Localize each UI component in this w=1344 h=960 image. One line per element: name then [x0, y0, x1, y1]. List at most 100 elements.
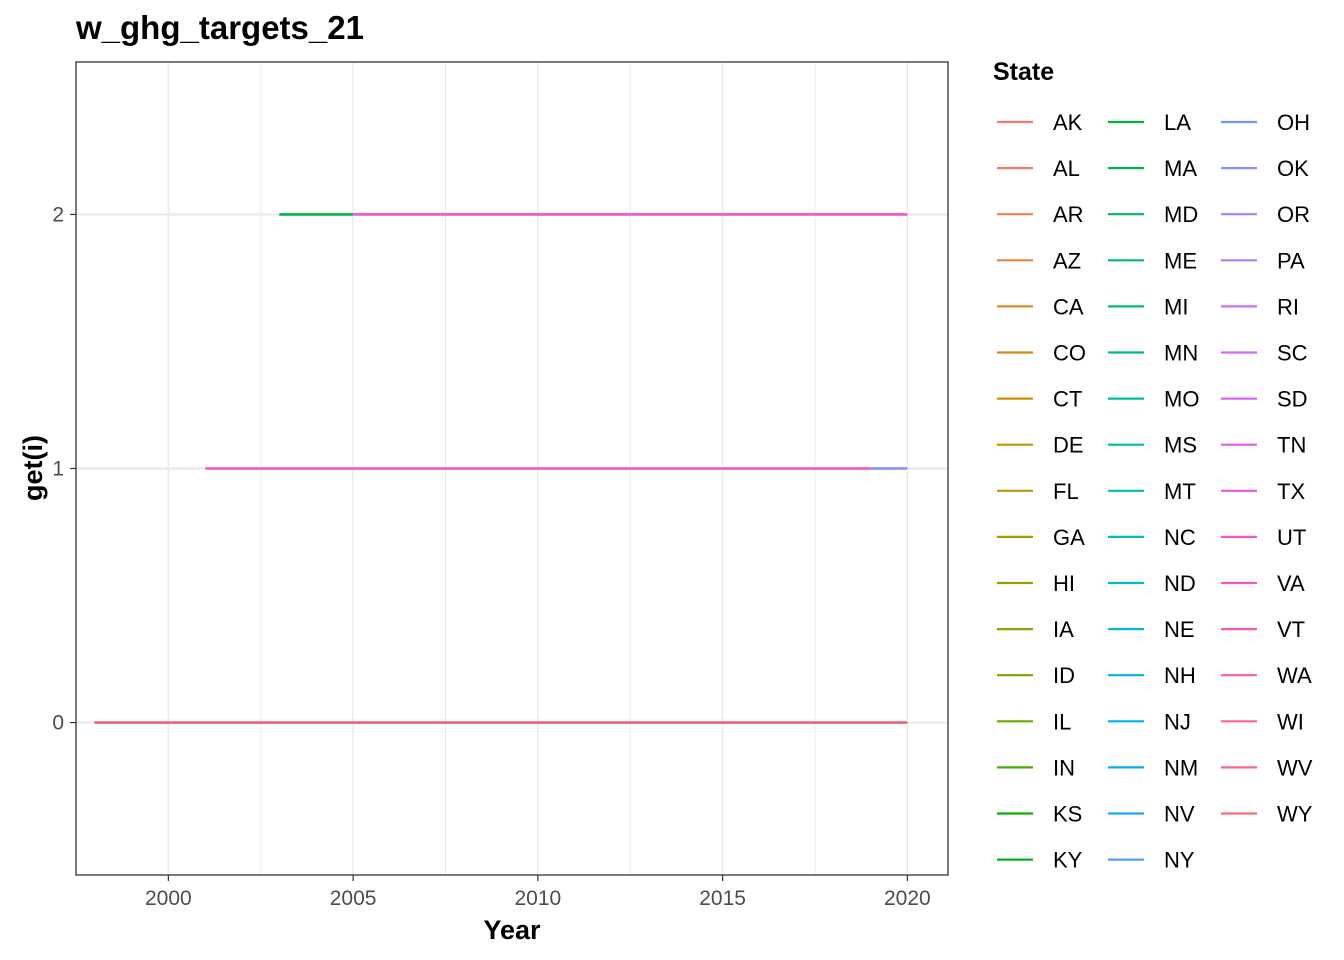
legend-item-nh: NH [1108, 663, 1196, 688]
legend-label: CA [1053, 294, 1084, 319]
legend-item-in: IN [997, 755, 1075, 780]
legend-label: CT [1053, 387, 1082, 412]
legend: State AK AL AR AZ CA CO CT DE FL GA HI IA ID IL IN KS KY… [993, 58, 1313, 873]
legend-label: ID [1053, 663, 1075, 688]
legend-item-nm: NM [1108, 755, 1198, 780]
legend-item-tx: TX [1221, 479, 1305, 504]
legend-item-pa: PA [1221, 248, 1305, 273]
x-tick-label: 2020 [884, 887, 931, 910]
legend-label: WV [1277, 755, 1313, 780]
legend-label: KS [1053, 802, 1082, 827]
legend-label: NY [1164, 848, 1195, 873]
y-tick-label: 0 [52, 712, 64, 735]
legend-label: PA [1277, 248, 1305, 273]
legend-item-ak: AK [997, 110, 1083, 135]
legend-item-or: OR [1221, 202, 1310, 227]
legend-label: KY [1053, 848, 1083, 873]
legend-item-sc: SC [1221, 341, 1308, 366]
legend-label: OR [1277, 202, 1310, 227]
legend-item-ne: NE [1108, 617, 1195, 642]
legend-label: WA [1277, 663, 1312, 688]
legend-label: GA [1053, 525, 1085, 550]
legend-item-ny: NY [1108, 848, 1195, 873]
legend-item-ks: KS [997, 802, 1082, 827]
legend-item-co: CO [997, 341, 1086, 366]
plot-panel [75, 61, 949, 876]
legend-label: TN [1277, 433, 1306, 458]
legend-item-id: ID [997, 663, 1075, 688]
x-tick-label: 2010 [515, 887, 562, 910]
legend-label: ME [1164, 248, 1197, 273]
legend-label: MI [1164, 294, 1188, 319]
legend-label: WY [1277, 802, 1313, 827]
legend-item-me: ME [1108, 248, 1197, 273]
legend-item-mo: MO [1108, 387, 1199, 412]
legend-label: NJ [1164, 709, 1191, 734]
legend-item-ok: OK [1221, 156, 1309, 181]
legend-item-la: LA [1108, 110, 1191, 135]
legend-item-ma: MA [1108, 156, 1197, 181]
legend-label: MD [1164, 202, 1198, 227]
legend-label: SD [1277, 387, 1308, 412]
legend-label: MS [1164, 433, 1197, 458]
legend-item-vt: VT [1221, 617, 1305, 642]
legend-label: IL [1053, 709, 1071, 734]
legend-item-md: MD [1108, 202, 1198, 227]
legend-label: RI [1277, 294, 1299, 319]
legend-title: State [993, 58, 1054, 86]
series-lines [94, 213, 908, 724]
legend-label: UT [1277, 525, 1306, 550]
legend-label: AR [1053, 202, 1084, 227]
legend-item-wv: WV [1221, 755, 1313, 780]
legend-item-oh: OH [1221, 110, 1310, 135]
legend-item-ar: AR [997, 202, 1084, 227]
legend-label: AK [1053, 110, 1083, 135]
legend-label: NV [1164, 802, 1195, 827]
legend-label: HI [1053, 571, 1075, 596]
legend-item-mi: MI [1108, 294, 1188, 319]
x-axis: 2000 2005 2010 2015 2020 [145, 875, 931, 910]
legend-item-ms: MS [1108, 433, 1197, 458]
legend-label: NE [1164, 617, 1195, 642]
legend-label: ND [1164, 571, 1196, 596]
legend-label: WI [1277, 709, 1304, 734]
x-tick-label: 2005 [330, 887, 377, 910]
y-axis: 0 1 2 [52, 203, 76, 735]
legend-label: LA [1164, 110, 1191, 135]
legend-label: SC [1277, 341, 1308, 366]
legend-label: MO [1164, 387, 1199, 412]
legend-item-ct: CT [997, 387, 1082, 412]
y-axis-title: get(i) [18, 435, 48, 501]
legend-label: FL [1053, 479, 1079, 504]
legend-item-de: DE [997, 433, 1084, 458]
x-axis-title: Year [483, 915, 541, 945]
legend-label: VA [1277, 571, 1305, 596]
legend-label: DE [1053, 433, 1084, 458]
legend-label: NM [1164, 755, 1198, 780]
legend-item-il: IL [997, 709, 1071, 734]
legend-label: AZ [1053, 248, 1081, 273]
legend-item-nc: NC [1108, 525, 1196, 550]
legend-label: MT [1164, 479, 1196, 504]
legend-item-nv: NV [1108, 802, 1195, 827]
legend-item-ga: GA [997, 525, 1085, 550]
legend-item-ia: IA [997, 617, 1074, 642]
legend-label: OH [1277, 110, 1310, 135]
legend-label: IN [1053, 755, 1075, 780]
legend-item-wi: WI [1221, 709, 1304, 734]
legend-label: IA [1053, 617, 1074, 642]
legend-item-ky: KY [997, 848, 1083, 873]
legend-item-nd: ND [1108, 571, 1196, 596]
chart-title: w_ghg_targets_21 [75, 9, 364, 46]
legend-item-nj: NJ [1108, 709, 1191, 734]
legend-item-ut: UT [1221, 525, 1306, 550]
x-tick-label: 2000 [145, 887, 192, 910]
legend-label: AL [1053, 156, 1080, 181]
legend-label: MA [1164, 156, 1197, 181]
legend-item-al: AL [997, 156, 1080, 181]
y-tick-label: 2 [52, 203, 64, 226]
legend-item-sd: SD [1221, 387, 1308, 412]
y-tick-label: 1 [52, 458, 64, 481]
legend-item-hi: HI [997, 571, 1075, 596]
